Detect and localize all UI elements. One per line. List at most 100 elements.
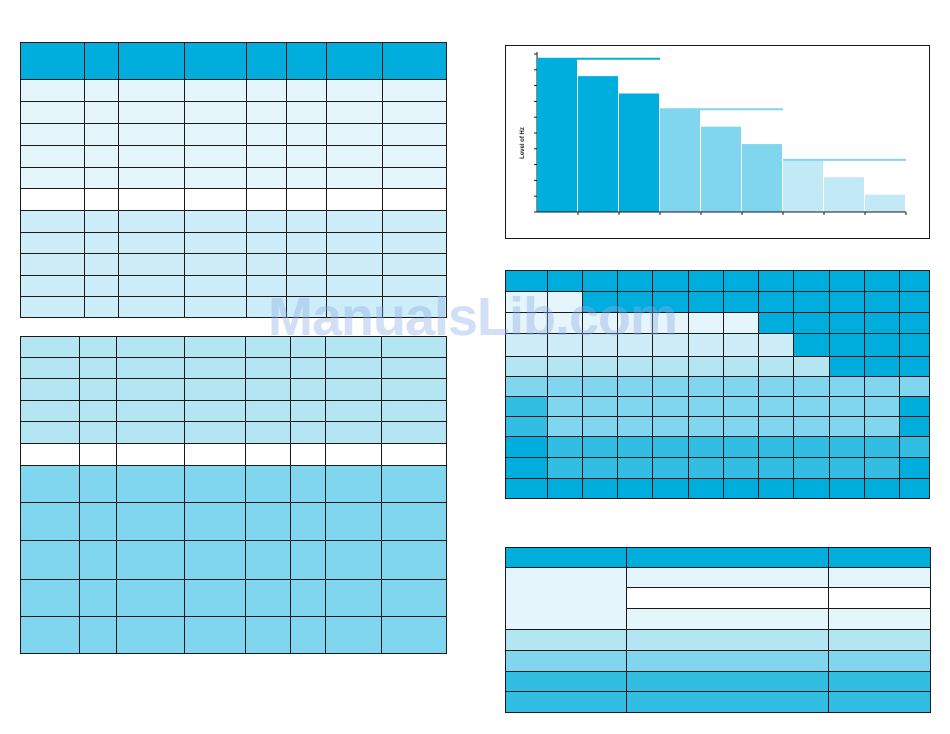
- table-cell: [722, 312, 760, 334]
- table-cell: [84, 188, 119, 211]
- table-cell: [828, 650, 931, 672]
- table-cell: [687, 312, 724, 334]
- table-cell: [184, 502, 246, 541]
- table-cell: [286, 253, 327, 276]
- table-cell: [505, 478, 548, 499]
- table-cell: [286, 123, 327, 146]
- table-row: [20, 79, 447, 102]
- table-cell: [863, 478, 900, 499]
- bar-7: [783, 159, 823, 212]
- table-cell: [326, 167, 383, 189]
- table-cell: [626, 691, 829, 713]
- table-cell: [687, 478, 724, 499]
- table-cell: [505, 291, 548, 313]
- table-cell: [505, 396, 548, 417]
- table-cell: [20, 123, 85, 146]
- bar-4: [660, 109, 700, 212]
- table-cell: [118, 253, 185, 276]
- header-cell: [828, 547, 931, 568]
- table-cell: [118, 232, 185, 254]
- table-cell: [84, 79, 119, 102]
- table-cell: [326, 145, 383, 168]
- table-cell: [382, 296, 447, 318]
- table-cell: [184, 79, 247, 102]
- table-row: [20, 296, 447, 318]
- table-cell: [758, 376, 795, 397]
- table-cell: [382, 145, 447, 168]
- header-cell: [118, 42, 185, 80]
- header-cell: [246, 42, 287, 80]
- table-lower-right: [505, 547, 931, 713]
- table-cell: [828, 567, 931, 588]
- table-cell: [79, 421, 117, 444]
- table-row: [20, 232, 447, 254]
- table-cell: [687, 436, 724, 458]
- table-cell: [184, 357, 246, 379]
- table-cell: [687, 396, 724, 417]
- table-cell: [79, 443, 117, 466]
- table-cell: [326, 101, 383, 124]
- header-cell: [286, 42, 327, 80]
- table-cell: [290, 616, 326, 654]
- table-cell: [118, 188, 185, 211]
- table-cell: [626, 629, 829, 651]
- table-cell: [828, 457, 865, 479]
- table-cell: [245, 616, 291, 654]
- table-cell: [381, 336, 447, 358]
- table-cell: [246, 79, 287, 102]
- table-cell: [898, 436, 931, 458]
- table-cell: [863, 312, 900, 334]
- table-cell: [828, 396, 865, 417]
- table-row: [20, 465, 447, 503]
- table-cell: [793, 312, 830, 334]
- table-cell: [118, 210, 185, 233]
- table-cell: [758, 356, 795, 377]
- table-cell: [617, 291, 654, 313]
- table-cell: [722, 291, 760, 313]
- table-cell: [245, 378, 291, 401]
- table-cell: [326, 188, 383, 211]
- table-cell: [246, 210, 287, 233]
- bar-6: [742, 144, 782, 212]
- table-cell: [687, 291, 724, 313]
- table-cell: [828, 691, 931, 713]
- table-cell: [246, 101, 287, 124]
- header-cell: [863, 270, 900, 292]
- table-cell: [245, 465, 291, 503]
- table-cell: [116, 502, 185, 541]
- table-cell: [118, 79, 185, 102]
- table-cell: [863, 291, 900, 313]
- table-row: [20, 616, 447, 654]
- table-row: [505, 270, 931, 292]
- table-cell: [617, 396, 654, 417]
- table-cell: [184, 167, 247, 189]
- table-cell: [581, 291, 619, 313]
- bar-5: [701, 126, 741, 212]
- table-cell: [793, 436, 830, 458]
- table-cell: [20, 275, 85, 297]
- table-cell: [20, 421, 80, 444]
- table-cell: [184, 145, 247, 168]
- table-cell: [116, 336, 185, 358]
- table-cell: [381, 400, 447, 422]
- table-cell: [290, 378, 326, 401]
- table-cell: [758, 396, 795, 417]
- header-cell: [617, 270, 654, 292]
- table-cell: [505, 691, 627, 713]
- table-cell: [546, 333, 583, 357]
- table-cell: [245, 579, 291, 617]
- table-row: [505, 376, 931, 397]
- bar-3: [619, 93, 659, 212]
- table-cell: [652, 396, 689, 417]
- header-cell: [652, 270, 689, 292]
- table-cell: [381, 378, 447, 401]
- table-cell: [581, 416, 619, 437]
- table-cell: [290, 336, 326, 358]
- table-cell: [722, 396, 760, 417]
- table-cell: [722, 376, 760, 397]
- table-cell: [79, 579, 117, 617]
- bar-chart: Level of Hz: [505, 45, 930, 239]
- table-cell: [245, 357, 291, 379]
- table-cell: [118, 101, 185, 124]
- table-cell: [863, 333, 900, 357]
